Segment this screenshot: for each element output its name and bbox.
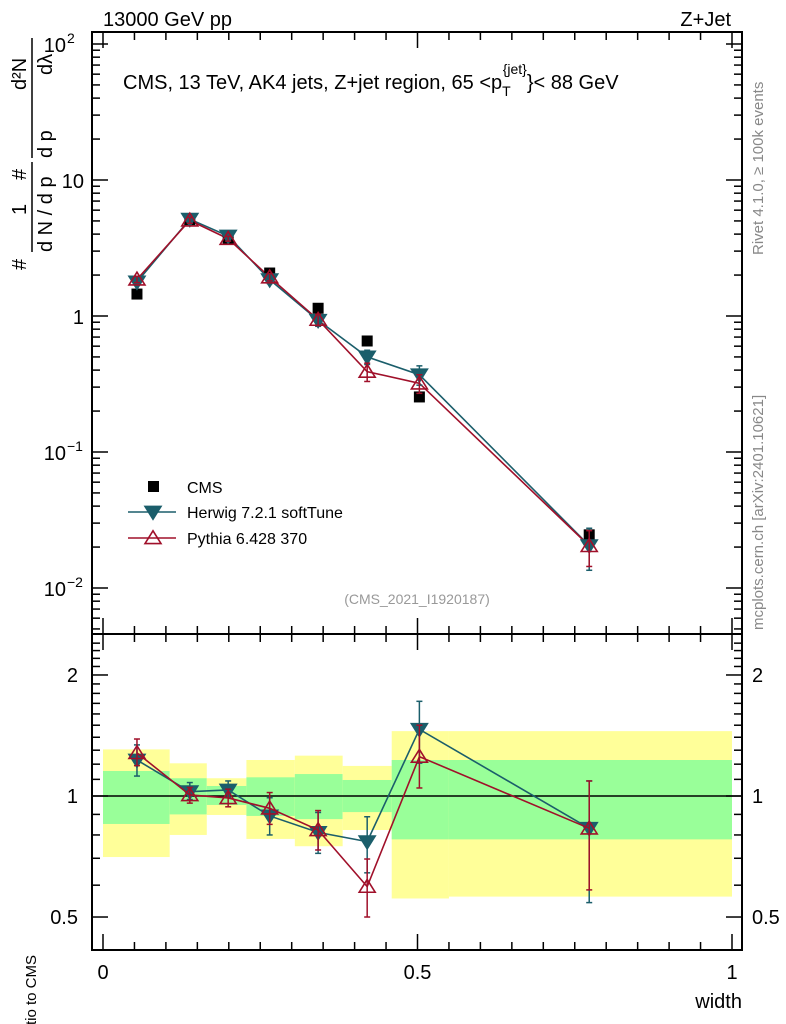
ratio-y-tick-label-right: 2: [752, 665, 763, 687]
pythia-point: [409, 374, 429, 390]
y-tick-label: 10: [44, 35, 66, 57]
y-label-den: d N / d p: [35, 176, 57, 252]
y-tick-label: 10: [44, 579, 66, 601]
y-tick-label-exponent: −1: [67, 438, 83, 454]
main-line-pythia: [136, 219, 590, 547]
rivet-label: Rivet 4.1.0, ≥ 100k events: [750, 82, 767, 255]
pythia-point: [357, 362, 377, 379]
x-tick-label: 0: [97, 962, 108, 984]
cms-point: [361, 335, 373, 347]
ratio-line-herwig: [136, 728, 590, 843]
y-label-hash: #: [9, 258, 31, 270]
cms-point: [131, 288, 143, 300]
herwig-point: [357, 350, 377, 366]
y-axis-label: # 1 d N / d p # d²N d p dλ: [9, 38, 57, 270]
pythia-point: [180, 211, 200, 227]
pythia-ratio-point: [180, 786, 200, 802]
pythia-point: [260, 268, 280, 284]
analysis-annotation: (CMS_2021_I1920187): [344, 591, 490, 607]
y-label-num: d²N: [9, 58, 31, 90]
chart-marks: [127, 211, 599, 918]
ratio-y-tick-label: 1: [67, 786, 78, 808]
pythia-ratio-point: [409, 747, 429, 764]
mcplots-label: mcplots.cern.ch [arXiv:2401.10621]: [750, 395, 767, 630]
band-inner: [103, 770, 170, 824]
x-axis-label: width: [694, 991, 742, 1013]
legend: CMS Herwig 7.2.1 softTune Pythia 6.428 370: [128, 480, 343, 548]
ratio-bands: [92, 731, 742, 899]
legend-cms-marker: [148, 481, 159, 492]
y-label-lam: dλ: [35, 54, 57, 75]
x-tick-label: 1: [726, 962, 737, 984]
y-tick-label: 10: [62, 171, 84, 193]
ratio-y-tick-label-right: 0.5: [752, 907, 780, 929]
legend-label: CMS: [187, 480, 223, 497]
legend-marker: [143, 505, 163, 521]
ratio-y-label: Ratio to CMS: [23, 955, 40, 1024]
pythia-point: [579, 537, 599, 553]
y-label-den2: d p: [35, 130, 57, 158]
legend-label: Herwig 7.2.1 softTune: [187, 505, 343, 522]
chart-title: CMS, 13 TeV, AK4 jets, Z+jet region, 65 …: [123, 61, 619, 99]
pythia-point: [218, 230, 238, 246]
cms-point: [312, 302, 324, 314]
pythia-ratio-point: [260, 799, 280, 815]
pythia-ratio-point: [127, 744, 147, 760]
herwig-ratio-point: [357, 835, 377, 851]
x-tick-label: 0.5: [404, 962, 432, 984]
y-tick-label: 10: [44, 443, 66, 465]
pythia-point: [127, 270, 147, 286]
y-label-hash2: #: [9, 168, 31, 180]
y-tick-label-exponent: −2: [67, 574, 83, 590]
y-tick-label-exponent: 2: [67, 30, 75, 46]
pythia-ratio-point: [357, 877, 377, 894]
y-label-one: 1: [9, 204, 31, 215]
pythia-ratio-point: [579, 819, 599, 835]
pythia-point: [308, 310, 328, 327]
ratio-line-pythia: [136, 752, 590, 889]
legend-label: Pythia 6.428 370: [187, 531, 307, 548]
header-left: 13000 GeV pp: [103, 9, 232, 31]
header-right: Z+Jet: [680, 9, 731, 31]
ratio-y-tick-label: 0.5: [50, 907, 78, 929]
pythia-ratio-point: [218, 789, 238, 805]
pythia-ratio-point: [308, 821, 328, 837]
cms-point: [413, 391, 425, 403]
ratio-y-tick-label-right: 1: [752, 786, 763, 808]
y-tick-label: 1: [73, 307, 84, 329]
ratio-y-tick-label: 2: [67, 665, 78, 687]
legend-marker: [143, 529, 163, 545]
